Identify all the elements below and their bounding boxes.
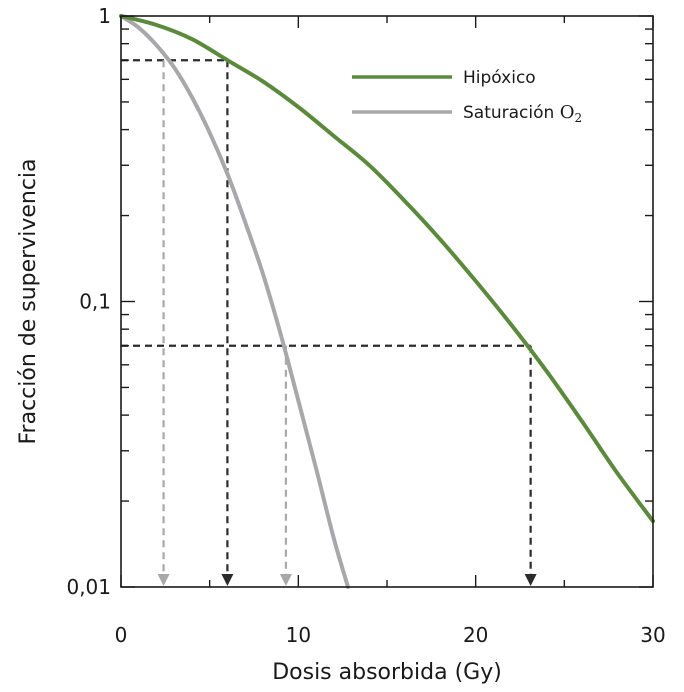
- axis-ticks: [120, 15, 654, 588]
- x-tick-label: 0: [115, 623, 128, 647]
- reference-arrow-saturacion: [157, 574, 170, 586]
- legend: Hipóxico Saturación O2: [352, 68, 582, 125]
- x-tick-label: 10: [286, 623, 311, 647]
- reference-lines: [121, 59, 537, 586]
- legend-label-hipoxico: Hipóxico: [463, 68, 536, 88]
- legend-label-saturacion: Saturación O2: [463, 102, 582, 125]
- reference-arrow-hipoxico: [524, 574, 537, 586]
- x-tick-label: 30: [640, 623, 665, 647]
- series-line-saturacion: [119, 14, 350, 589]
- y-tick-label: 0,1: [79, 290, 111, 314]
- y-axis-title: Fracción de supervivencia: [16, 158, 41, 444]
- x-tick-label: 20: [463, 623, 488, 647]
- tick-labels: 0 10 20 30 0,01 0,1 1: [66, 4, 665, 647]
- x-axis-title: Dosis absorbida (Gy): [272, 660, 502, 685]
- reference-arrow-saturacion: [279, 574, 292, 586]
- reference-arrow-hipoxico: [221, 574, 234, 586]
- y-tick-label: 1: [98, 4, 111, 28]
- legend-label-o-symbol: O: [560, 102, 575, 123]
- y-tick-label: 0,01: [66, 575, 111, 599]
- series-line-hipoxico: [119, 14, 655, 524]
- legend-label-saturacion-text: Saturación: [463, 103, 560, 123]
- survival-curves: [119, 14, 655, 589]
- legend-label-subscript-2: 2: [574, 111, 582, 125]
